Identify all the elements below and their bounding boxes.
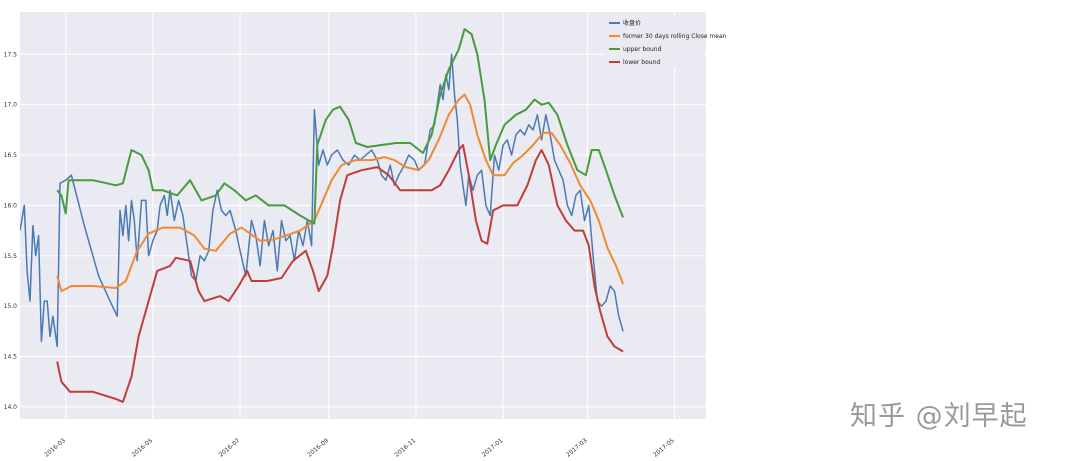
legend-label-upper: upper bound (623, 46, 662, 53)
close-price-line (20, 53, 624, 348)
y-tick-label: 15.0 (4, 303, 18, 310)
y-tick-label: 14.0 (4, 404, 18, 411)
series-layer (20, 28, 625, 403)
plot-area (20, 12, 706, 419)
x-tick-label: 2016-11 (393, 437, 417, 459)
lower-bound-line (56, 144, 624, 403)
y-tick-label: 16.0 (4, 202, 18, 209)
x-tick-label: 2016-03 (43, 437, 67, 459)
y-tick-label: 17.0 (4, 102, 18, 109)
legend-label-close: 收盘价 (623, 19, 641, 27)
upper-bound-line (56, 28, 625, 225)
legend: 收盘价 former 30 days rolling Close mean up… (604, 16, 727, 68)
x-tick-label: 2017-05 (652, 437, 676, 459)
grid (20, 12, 706, 419)
x-tick-label: 2016-05 (130, 437, 154, 459)
legend-label-lower: lower bound (623, 59, 660, 66)
legend-box (604, 16, 704, 68)
y-tick-label: 14.5 (4, 354, 18, 361)
y-tick-label: 15.5 (4, 253, 18, 260)
y-tick-label: 17.5 (4, 51, 18, 58)
legend-label-mean: former 30 days rolling Close mean (623, 33, 727, 40)
x-tick-label: 2017-01 (481, 437, 505, 459)
x-axis: 2016-03 2016-05 2016-07 2016-09 2016-11 2017-… (43, 437, 676, 459)
x-tick-label: 2016-09 (306, 437, 330, 459)
x-tick-label: 2017-03 (565, 437, 589, 459)
watermark-text: 知乎 @刘早起 (850, 401, 1028, 432)
y-axis: 14.0 14.5 15.0 15.5 16.0 16.5 17.0 17.5 (4, 51, 18, 411)
y-tick-label: 16.5 (4, 152, 18, 159)
rolling-mean-line (56, 93, 625, 293)
x-tick-label: 2016-07 (218, 437, 242, 459)
